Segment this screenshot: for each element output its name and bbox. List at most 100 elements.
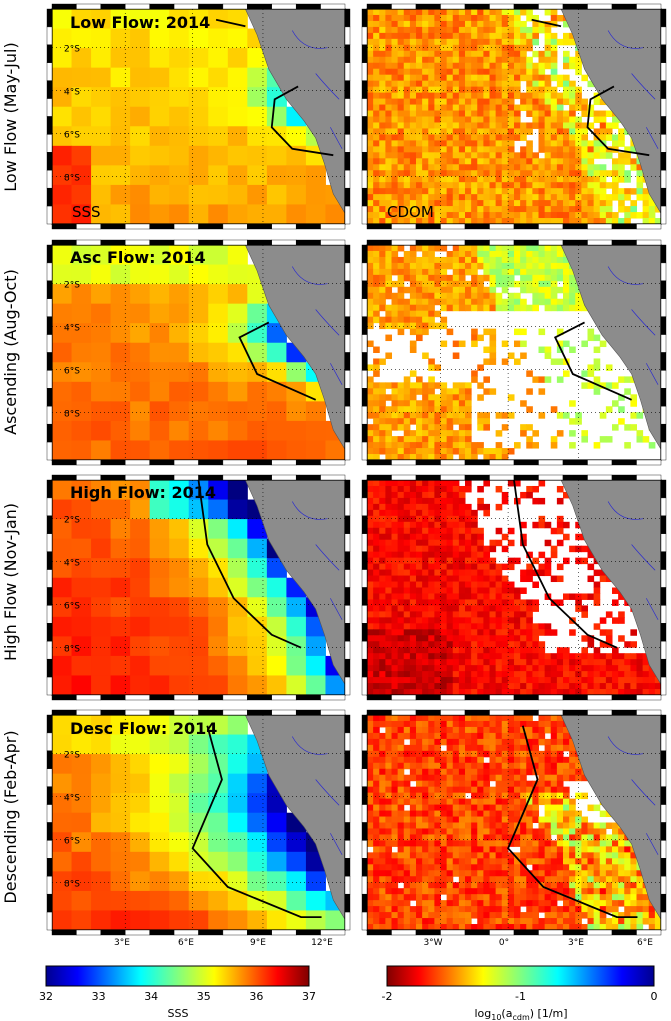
map-cell	[446, 726, 454, 734]
map-cell	[587, 182, 595, 189]
map-cell	[397, 774, 405, 782]
map-cell	[286, 165, 307, 186]
map-cell	[538, 262, 546, 270]
map-cell	[501, 448, 509, 455]
map-cell	[379, 152, 386, 159]
map-cell	[409, 629, 417, 636]
frame-tick	[46, 786, 53, 805]
map-cell	[434, 86, 442, 94]
map-cell	[434, 659, 442, 666]
map-cell	[422, 768, 429, 776]
map-cell	[507, 158, 515, 165]
map-cell	[71, 910, 92, 931]
map-cell	[452, 623, 460, 630]
map-cell	[227, 67, 248, 88]
map-cell	[434, 310, 442, 318]
map-cell	[367, 768, 374, 776]
map-cell	[422, 503, 429, 511]
map-cell	[434, 569, 442, 577]
map-cell	[379, 92, 386, 100]
map-cell	[514, 9, 521, 16]
map-cell	[520, 20, 527, 28]
map-cell	[446, 388, 454, 395]
frame-tick	[173, 459, 199, 466]
map-cell	[526, 436, 533, 443]
map-cell	[556, 262, 564, 270]
map-cell	[550, 56, 558, 64]
map-cell	[71, 67, 92, 88]
map-cell	[556, 744, 564, 752]
map-cell	[532, 641, 540, 648]
map-cell	[409, 611, 417, 618]
map-cell	[526, 726, 533, 734]
map-cell	[532, 442, 540, 449]
map-cell	[507, 38, 515, 46]
map-cell	[452, 436, 460, 443]
map-cell	[208, 832, 229, 853]
map-cell	[373, 605, 380, 612]
map-cell	[440, 593, 448, 600]
map-cell	[409, 557, 417, 565]
frame-tick	[46, 134, 53, 153]
map-cell	[446, 715, 454, 722]
map-cell	[544, 715, 552, 722]
map-cell	[403, 250, 411, 258]
map-cell	[416, 146, 423, 153]
frame-tick	[660, 406, 667, 425]
map-cell	[403, 44, 411, 52]
map-cell	[477, 98, 484, 106]
map-cell	[599, 569, 607, 577]
map-cell	[556, 206, 564, 213]
map-cell	[520, 26, 527, 34]
map-cell	[286, 401, 307, 422]
map-cell	[397, 798, 405, 806]
map-cell	[446, 80, 454, 88]
map-cell	[379, 388, 386, 395]
map-cell	[526, 635, 533, 642]
map-cell	[471, 298, 478, 306]
map-cell	[385, 804, 393, 812]
map-cell	[458, 454, 466, 461]
map-cell	[544, 80, 552, 88]
map-cell	[391, 164, 399, 171]
map-cell	[624, 194, 631, 201]
map-cell	[428, 545, 435, 553]
map-cell	[452, 86, 460, 94]
map-cell	[581, 212, 589, 219]
map-cell	[367, 780, 374, 788]
map-cell	[569, 545, 576, 553]
map-cell	[477, 418, 484, 425]
map-cell	[501, 575, 509, 583]
map-cell	[514, 292, 521, 300]
frame-tick	[344, 768, 351, 787]
map-cell	[642, 677, 650, 684]
map-cell	[452, 659, 460, 666]
plume-contour	[191, 725, 322, 918]
map-cell	[422, 292, 429, 300]
map-cell	[409, 804, 417, 812]
map-cell	[379, 32, 386, 40]
map-cell	[188, 381, 209, 402]
map-cell	[367, 551, 374, 559]
map-cell	[391, 738, 399, 746]
map-cell	[538, 104, 546, 112]
map-cell	[373, 370, 380, 377]
map-cell	[416, 274, 423, 282]
map-cell	[397, 659, 405, 666]
map-cell	[91, 499, 112, 520]
map-cell	[514, 641, 521, 648]
map-cell	[489, 629, 497, 636]
map-cell	[483, 503, 491, 511]
map-cell	[593, 388, 601, 395]
map-cell	[507, 617, 515, 624]
map-cell	[385, 792, 393, 800]
map-cell	[367, 322, 374, 330]
map-cell	[514, 671, 521, 678]
map-cell	[532, 116, 540, 123]
map-cell	[379, 146, 386, 153]
frame-tick	[611, 3, 637, 10]
map-cell	[52, 675, 73, 696]
frame-tick	[636, 239, 662, 246]
map-cell	[379, 491, 386, 499]
map-cell	[483, 715, 491, 722]
